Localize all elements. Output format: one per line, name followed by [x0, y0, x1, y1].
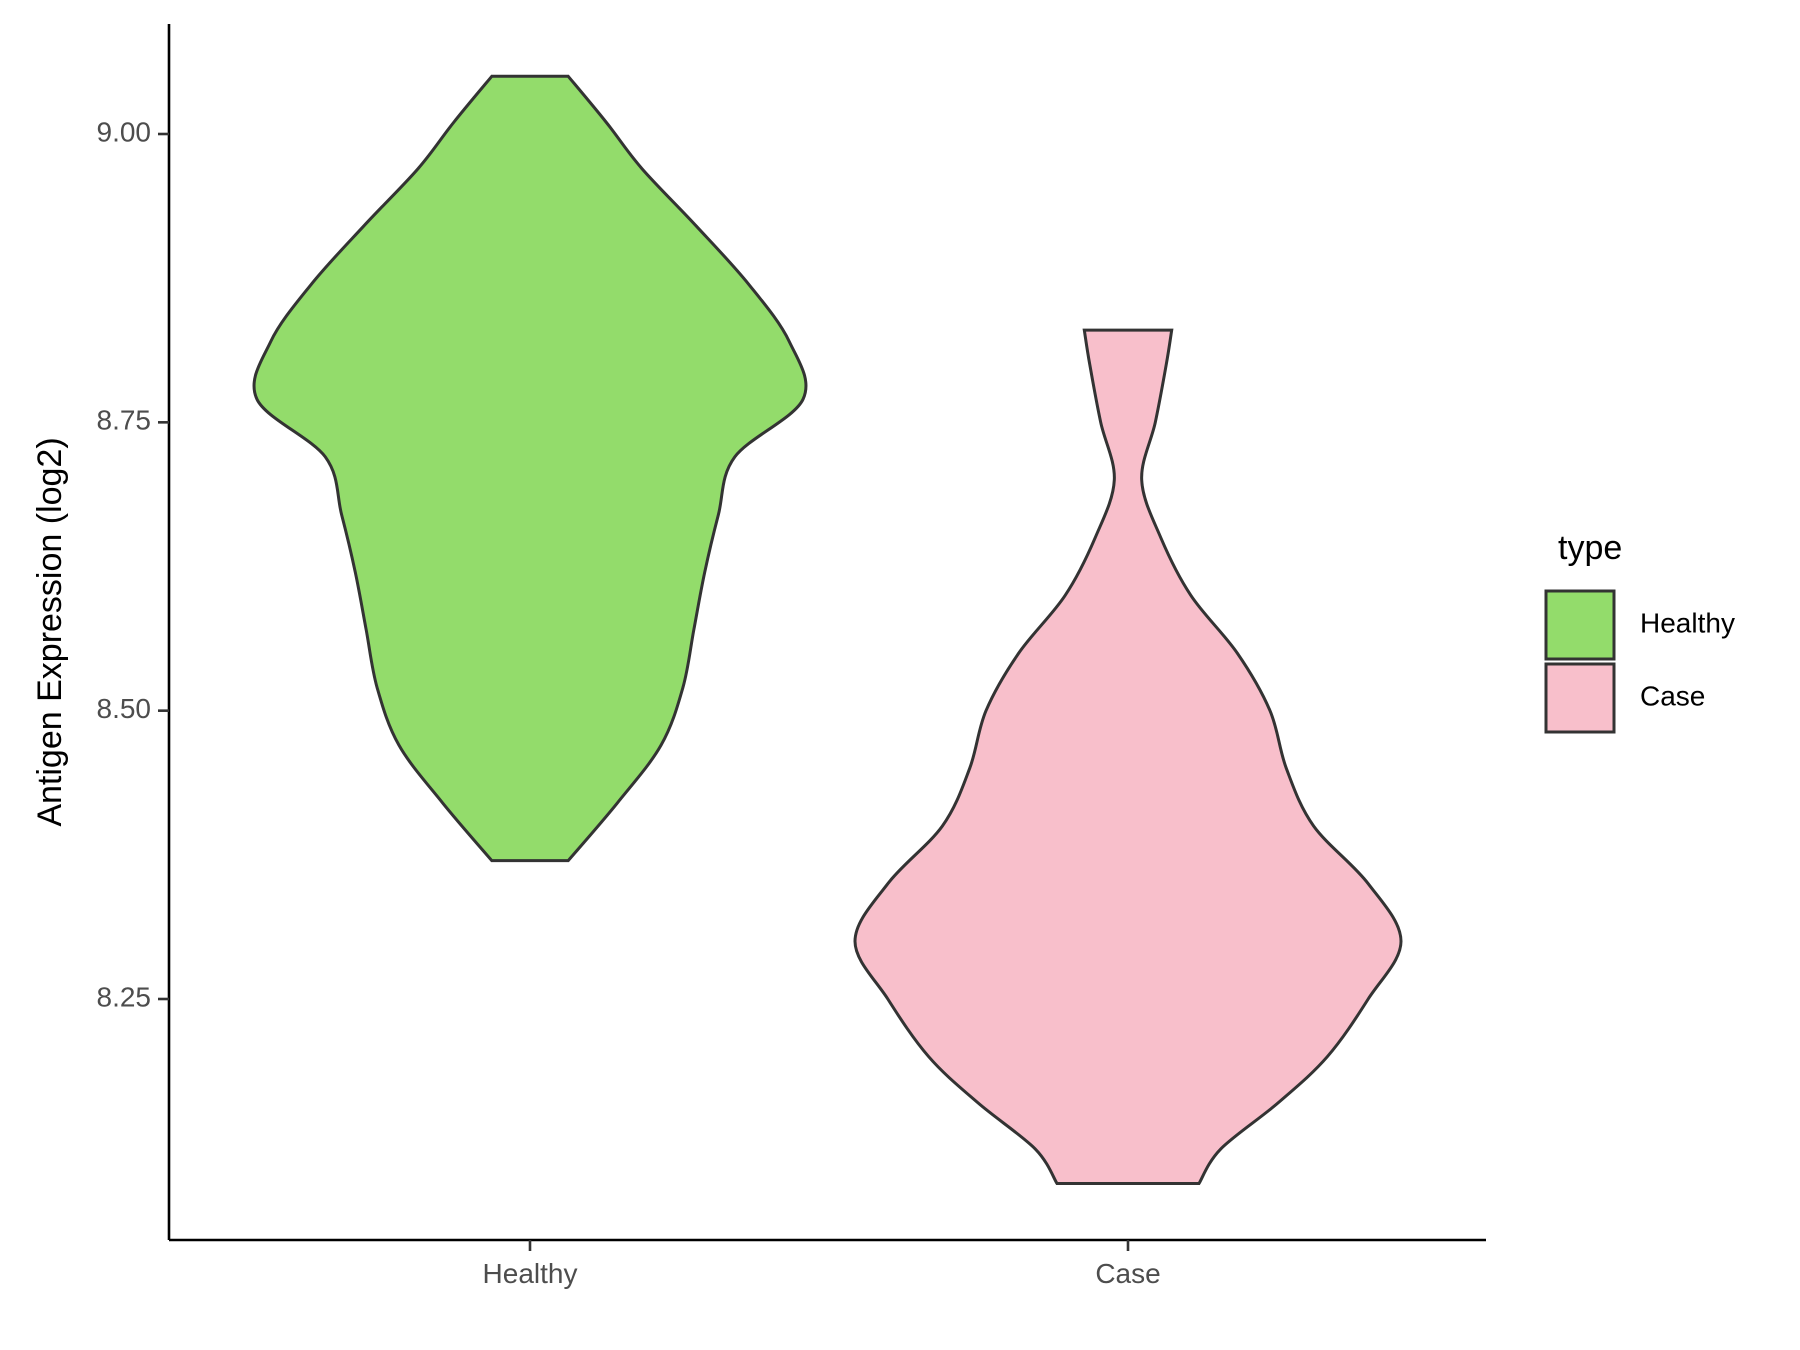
legend-key-case	[1544, 662, 1616, 734]
y-ticks: 8.25 8.50 8.75 9.00	[97, 116, 169, 1012]
legend-title: type	[1558, 529, 1622, 567]
y-tick-label: 9.00	[97, 116, 152, 147]
x-tick-label: Healthy	[483, 1258, 578, 1289]
legend-label: Healthy	[1640, 607, 1735, 638]
y-tick-label: 8.25	[97, 981, 152, 1012]
violin-healthy	[252, 74, 808, 863]
y-tick-label: 8.75	[97, 405, 152, 436]
legend-label: Case	[1640, 680, 1705, 711]
violin-case	[853, 328, 1403, 1185]
x-ticks: Healthy Case	[483, 1240, 1161, 1289]
legend: type Healthy Case	[1544, 529, 1735, 734]
violins-layer	[252, 74, 1403, 1185]
y-tick-label: 8.50	[97, 693, 152, 724]
legend-key-healthy	[1544, 589, 1616, 661]
x-tick-label: Case	[1095, 1258, 1160, 1289]
y-axis-title: Antigen Expression (log2)	[31, 437, 69, 826]
